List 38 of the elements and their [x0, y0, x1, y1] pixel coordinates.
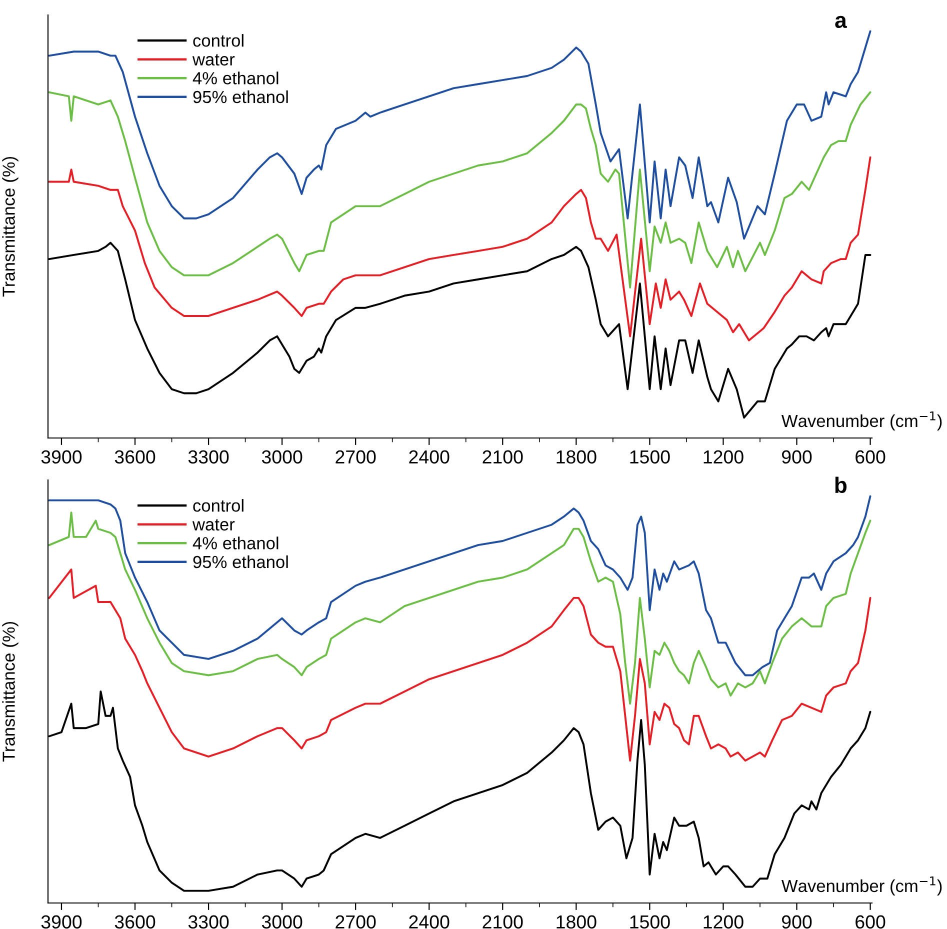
legend-label: 95% ethanol: [193, 90, 288, 104]
x-tick-label: 600: [856, 450, 886, 464]
chart-title: a: [835, 16, 848, 28]
x-tick-label: 1200: [704, 915, 744, 929]
x-axis-title: Wavenumber (cm$^{−1}$): [781, 876, 942, 896]
legend-label: 4% ethanol: [192, 536, 278, 550]
x-tick-label: 2400: [409, 450, 450, 464]
legend-label: water: [192, 54, 235, 66]
legend-label: water: [192, 519, 235, 531]
x-tick-label: 3300: [188, 915, 229, 929]
x-tick-label: 1500: [630, 915, 670, 929]
x-tick-label: 900: [782, 450, 812, 464]
x-tick-label: 2400: [409, 915, 450, 929]
x-tick-label: 2100: [482, 450, 523, 464]
x-tick-label: 3000: [262, 915, 302, 929]
legend-label: control: [193, 499, 244, 512]
x-tick-label: 600: [856, 915, 886, 929]
x-tick-label: 900: [782, 915, 812, 929]
x-tick-label: 3600: [114, 450, 156, 464]
y-axis-title: Transmittance (%): [2, 156, 18, 297]
x-tick-label: 3300: [188, 450, 229, 464]
chart-title: b: [835, 476, 847, 494]
x-tick-label: 3000: [262, 450, 302, 464]
x-tick-label: 1200: [704, 450, 744, 464]
legend-label: control: [193, 34, 244, 47]
x-tick-label: 2700: [336, 915, 376, 929]
x-tick-label: 1800: [556, 915, 596, 929]
x-tick-label: 2700: [336, 450, 376, 464]
x-tick-label: 1500: [630, 450, 670, 464]
legend-label: 95% ethanol: [193, 555, 288, 568]
x-tick-label: 1800: [556, 450, 596, 464]
x-tick-label: 3900: [41, 450, 82, 464]
x-tick-label: 3600: [114, 915, 156, 929]
x-tick-label: 2100: [482, 915, 523, 929]
x-axis-title: Wavenumber (cm$^{−1}$): [781, 411, 942, 431]
x-tick-label: 3900: [41, 915, 82, 929]
legend-label: 4% ethanol: [192, 72, 278, 84]
y-axis-title: Transmittance (%): [2, 622, 18, 762]
